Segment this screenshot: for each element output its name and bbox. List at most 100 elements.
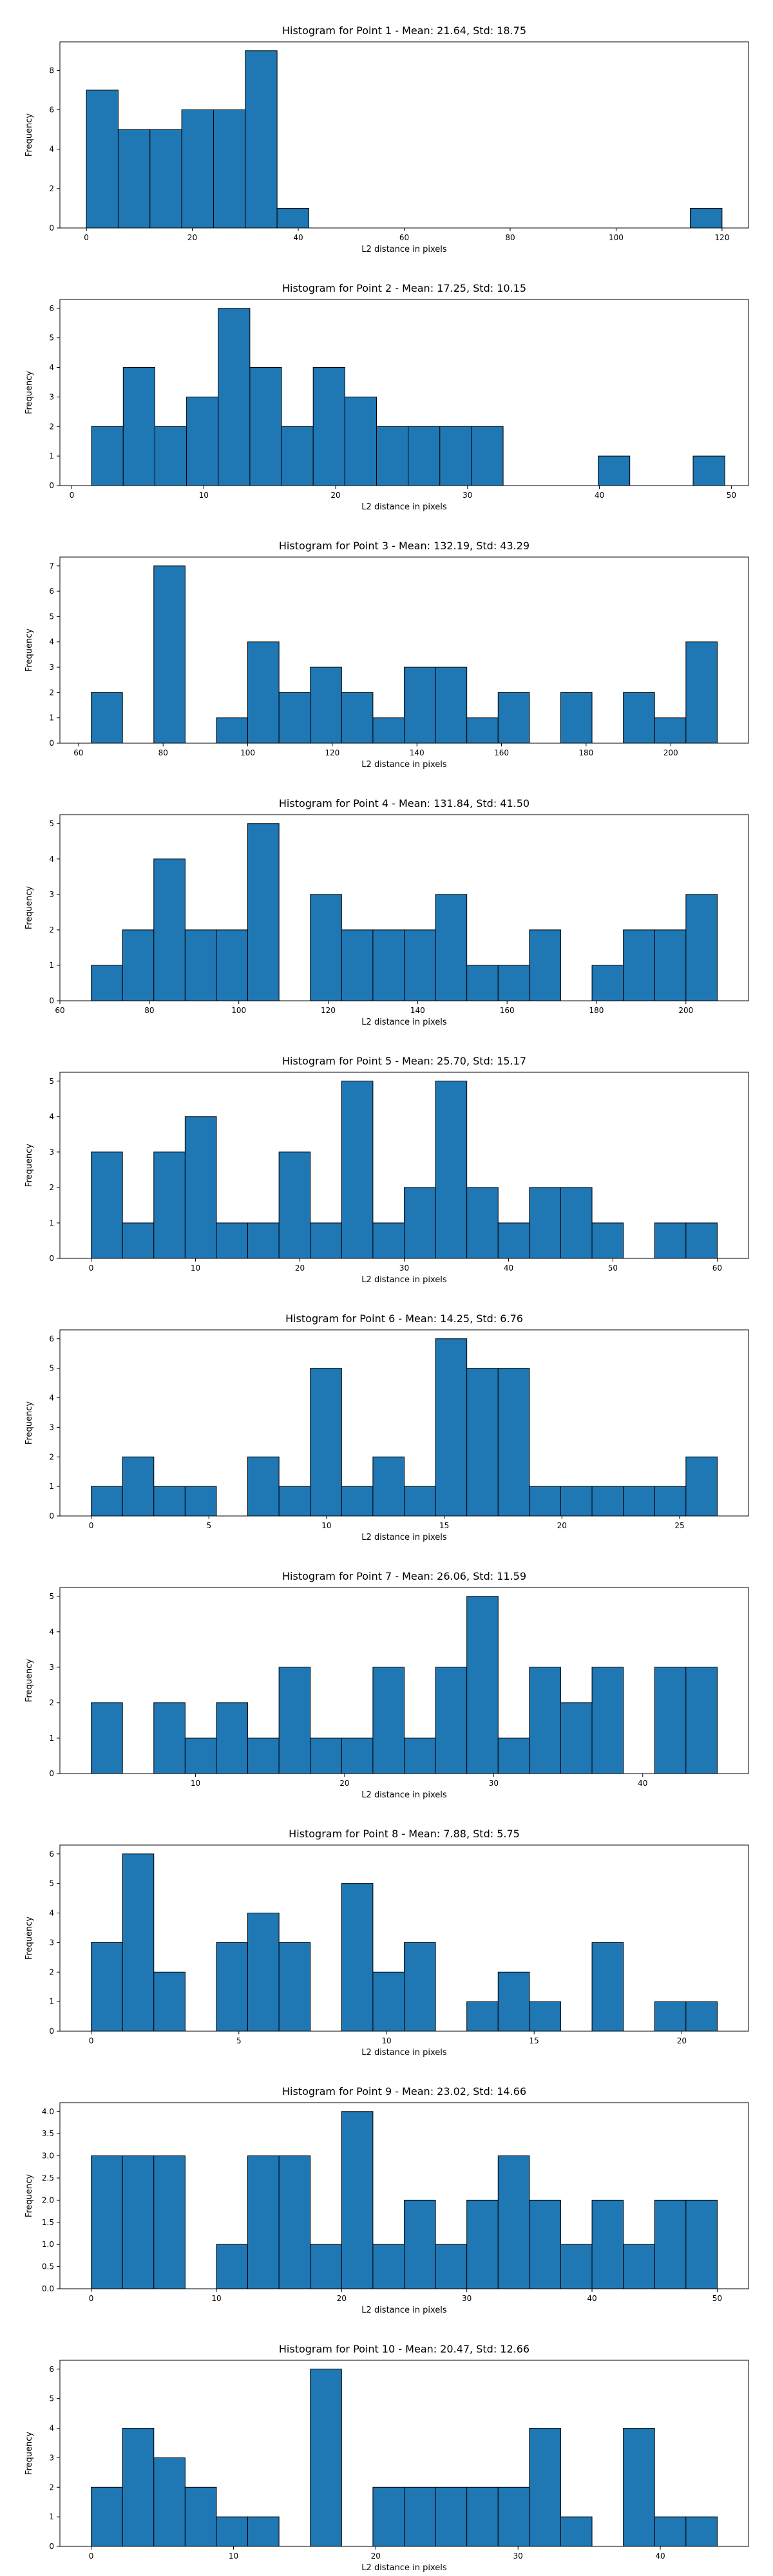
histogram-bar	[685, 2516, 718, 2547]
histogram-bar	[310, 1222, 342, 1259]
x-tick-label: 60	[55, 1006, 64, 1015]
histogram-bar	[529, 1667, 561, 1774]
histogram-bar	[372, 1971, 405, 2032]
histogram-bar	[623, 929, 655, 1001]
y-axis-label: Frequency	[24, 1401, 34, 1444]
histogram-bar	[278, 2155, 311, 2289]
x-tick-label: 60	[399, 233, 409, 242]
y-tick-label: 4	[49, 1112, 54, 1121]
histogram-bar	[122, 1222, 155, 1259]
bars	[91, 1081, 718, 1259]
y-tick-label: 6	[49, 106, 54, 115]
x-tick-label: 40	[655, 2552, 665, 2561]
histogram-bar	[278, 1942, 311, 2032]
x-tick-label: 40	[595, 491, 604, 500]
y-tick-label: 5	[49, 1364, 54, 1373]
histogram-bar	[623, 2428, 655, 2547]
y-tick-label: 2	[49, 1967, 54, 1976]
y-tick-label: 2.0	[42, 2195, 54, 2204]
x-axis-label: L2 distance in pixels	[361, 1275, 447, 1285]
x-tick-label: 20	[295, 1264, 305, 1273]
histogram-bar	[560, 2516, 593, 2547]
y-tick-label: 5	[49, 1077, 54, 1086]
x-tick-label: 30	[399, 1264, 409, 1273]
x-tick-label: 0	[89, 2552, 94, 2561]
histogram-bar	[685, 894, 718, 1001]
y-tick-label: 4	[49, 638, 54, 647]
histogram-chart: Histogram for Point 5 - Mean: 25.70, Std…	[24, 1055, 749, 1285]
x-tick-label: 10	[381, 2036, 391, 2045]
histogram-panel: Histogram for Point 6 - Mean: 14.25, Std…	[0, 1288, 773, 1546]
plot-frame	[59, 814, 749, 1001]
histogram-bar	[591, 1222, 624, 1259]
y-axis-label: Frequency	[24, 1659, 34, 1702]
histogram-bar	[529, 2001, 561, 2032]
x-tick-label: 30	[462, 2294, 472, 2303]
histogram-bar	[153, 2155, 186, 2289]
histogram-bar	[591, 2199, 624, 2289]
histogram-bar	[91, 1486, 123, 1517]
y-axis-label: Frequency	[24, 113, 34, 156]
x-tick-label: 140	[410, 748, 425, 757]
histogram-bar	[560, 692, 593, 744]
y-tick-label: 5	[49, 819, 54, 828]
y-tick-label: 4	[49, 1394, 54, 1403]
x-tick-label: 5	[236, 2036, 242, 2045]
y-tick-label: 2	[49, 184, 54, 193]
x-tick-label: 20	[337, 2294, 347, 2303]
histogram-bar	[654, 2516, 687, 2547]
x-tick-label: 10	[191, 1779, 200, 1788]
y-tick-label: 1	[49, 2512, 54, 2521]
histogram-panel: Histogram for Point 3 - Mean: 132.19, St…	[0, 515, 773, 773]
y-axis-label: Frequency	[24, 2174, 34, 2217]
histogram-bar	[497, 2155, 530, 2289]
x-tick-label: 180	[589, 1006, 604, 1015]
histogram-bar	[247, 2155, 280, 2289]
histogram-bar	[154, 426, 187, 486]
histogram-bar	[404, 1942, 436, 2032]
histogram-bar	[654, 1667, 687, 1774]
histogram-bar	[685, 1222, 718, 1259]
x-tick-label: 140	[410, 1006, 425, 1015]
y-tick-label: 2	[49, 1698, 54, 1707]
histogram-bar	[435, 894, 468, 1001]
y-tick-label: 6	[49, 1334, 54, 1343]
y-tick-label: 5	[49, 2394, 54, 2403]
histogram-bar	[278, 1151, 311, 1259]
histogram-bar	[497, 1222, 530, 1259]
y-tick-label: 3	[49, 663, 54, 672]
histogram-bar	[184, 1116, 217, 1259]
histogram-bar	[372, 929, 405, 1001]
y-tick-label: 3	[49, 1938, 54, 1947]
bars	[86, 50, 723, 229]
histogram-bar	[281, 426, 314, 486]
histogram-bar	[692, 455, 725, 486]
y-tick-label: 3	[49, 2453, 54, 2462]
y-tick-label: 0	[49, 1769, 54, 1778]
y-tick-label: 2	[49, 925, 54, 934]
histogram-bar	[91, 2486, 123, 2547]
histogram-bar	[122, 367, 155, 486]
histogram-bar	[278, 1486, 311, 1517]
histogram-bar	[341, 2111, 374, 2289]
x-axis-label: L2 distance in pixels	[361, 1533, 447, 1542]
y-tick-label: 1	[49, 961, 54, 970]
y-axis-label: Frequency	[24, 371, 34, 414]
y-tick-label: 5	[49, 612, 54, 621]
histogram-bar	[654, 2001, 687, 2032]
y-axis-label: Frequency	[24, 1917, 34, 1960]
histogram-bar	[91, 1702, 123, 1774]
chart-title: Histogram for Point 1 - Mean: 21.64, Std…	[282, 24, 526, 37]
histogram-bar	[153, 858, 186, 1001]
histogram-bar	[341, 1883, 374, 2032]
y-tick-label: 3	[49, 1148, 54, 1157]
histogram-bar	[560, 1486, 593, 1517]
histogram-bar	[471, 426, 504, 486]
histogram-bar	[372, 2244, 405, 2289]
y-tick-label: 0	[49, 2027, 54, 2036]
x-tick-label: 0	[84, 233, 89, 242]
bars	[91, 308, 725, 486]
histogram-bar	[310, 2369, 342, 2547]
histogram-bar	[117, 129, 151, 229]
histogram-bar	[149, 129, 182, 229]
